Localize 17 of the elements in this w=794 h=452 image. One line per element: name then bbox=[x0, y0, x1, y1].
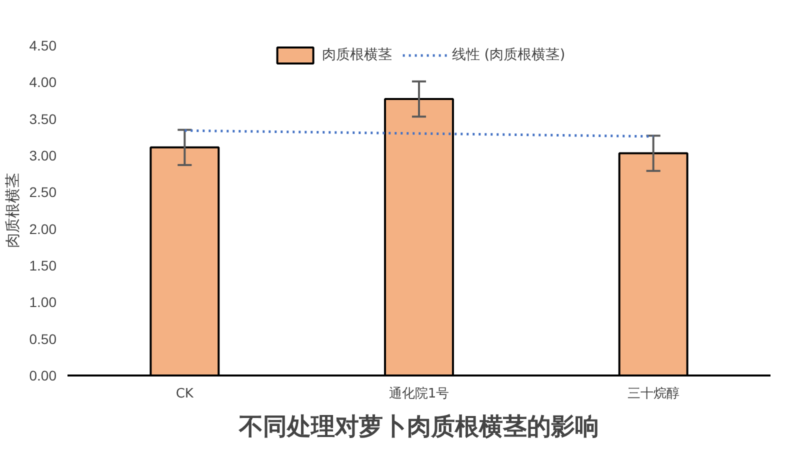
y-tick-label: 0.00 bbox=[29, 368, 57, 384]
x-tick-label: 三十烷醇 bbox=[627, 386, 680, 402]
legend-label: 线性 (肉质根横茎) bbox=[452, 46, 566, 64]
text: 不同处理对萝卜肉质根横茎的影响 bbox=[238, 412, 599, 440]
y-tick-label: 3.00 bbox=[29, 148, 57, 164]
y-tick-label: 1.50 bbox=[29, 258, 57, 274]
y-tick-label: 4.50 bbox=[29, 38, 57, 54]
x-tick-label: CK bbox=[176, 386, 194, 402]
y-axis-title: 肉质根横茎 bbox=[3, 173, 22, 248]
y-tick-label: 3.50 bbox=[29, 110, 57, 127]
y-tick-label: 0.50 bbox=[29, 330, 57, 347]
y-tick-label: 4.00 bbox=[29, 74, 57, 90]
x-tick-label: 通化院1号 bbox=[388, 386, 450, 402]
y-tick-label: 1.00 bbox=[29, 294, 57, 310]
y-tick-label: 2.50 bbox=[29, 184, 57, 200]
legend-label: 肉质根横茎 bbox=[322, 46, 392, 64]
y-tick-label: 2.00 bbox=[29, 220, 57, 237]
